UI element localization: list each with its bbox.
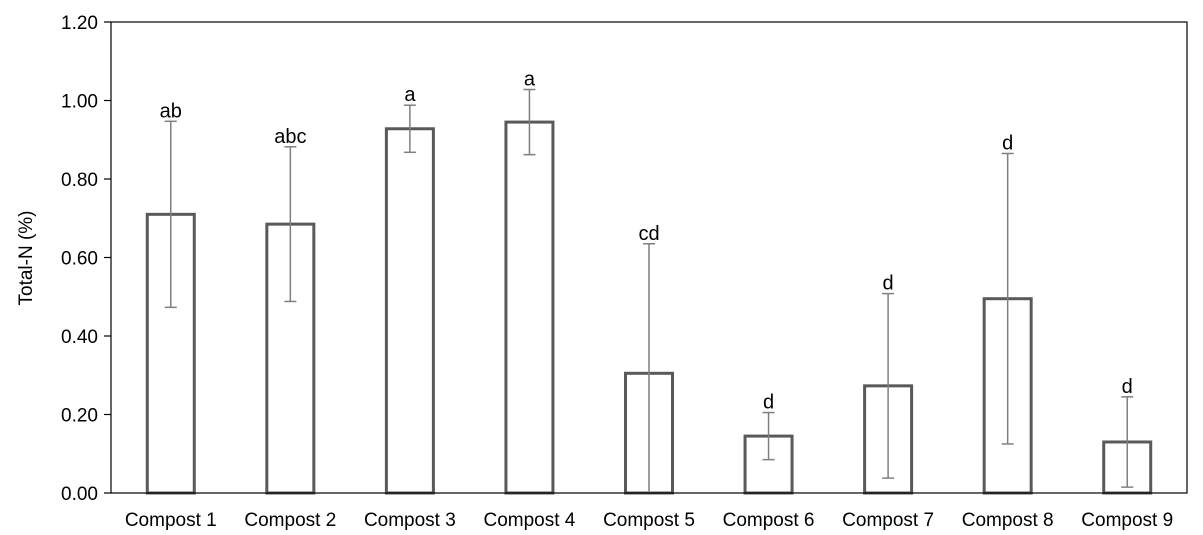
y-axis-label: Total-N (%) <box>16 210 37 305</box>
category-label: Compost 8 <box>962 510 1054 531</box>
significance-letter: a <box>404 84 416 106</box>
category-label: Compost 9 <box>1081 510 1173 531</box>
y-tick-label: 0.80 <box>61 170 98 191</box>
y-tick-label: 0.60 <box>61 249 98 270</box>
significance-letter: abc <box>274 126 306 148</box>
y-tick-label: 0.00 <box>61 484 98 505</box>
significance-letter: d <box>1122 376 1133 398</box>
category-label: Compost 3 <box>364 510 456 531</box>
significance-letter: ab <box>160 100 182 122</box>
category-labels-group: Compost 1 Compost 2 Compost 3 Compost 4 Comp… <box>125 510 1173 531</box>
y-tick-label: 1.20 <box>61 13 98 34</box>
y-tick-label: 1.00 <box>61 92 98 113</box>
bar <box>504 120 555 495</box>
plot-frame <box>110 21 1188 494</box>
y-tick-label: 0.40 <box>61 327 98 348</box>
category-label: Compost 2 <box>244 510 336 531</box>
significance-labels-group: ab abc a a cd d d d d <box>160 69 1133 414</box>
category-label: Compost 7 <box>842 510 934 531</box>
y-axis-ticks: 0.00 0.20 0.40 0.60 0.80 1.00 1.20 <box>61 13 111 505</box>
category-label: Compost 6 <box>723 510 815 531</box>
significance-letter: d <box>1002 132 1013 154</box>
significance-letter: cd <box>638 223 659 245</box>
category-label: Compost 5 <box>603 510 695 531</box>
significance-letter: d <box>883 273 894 295</box>
error-bars-group <box>164 88 1134 493</box>
y-tick-label: 0.20 <box>61 406 98 427</box>
significance-letter: a <box>524 69 536 91</box>
significance-letter: d <box>763 392 774 414</box>
category-label: Compost 1 <box>125 510 217 531</box>
category-label: Compost 4 <box>484 510 576 531</box>
bar <box>384 127 435 495</box>
